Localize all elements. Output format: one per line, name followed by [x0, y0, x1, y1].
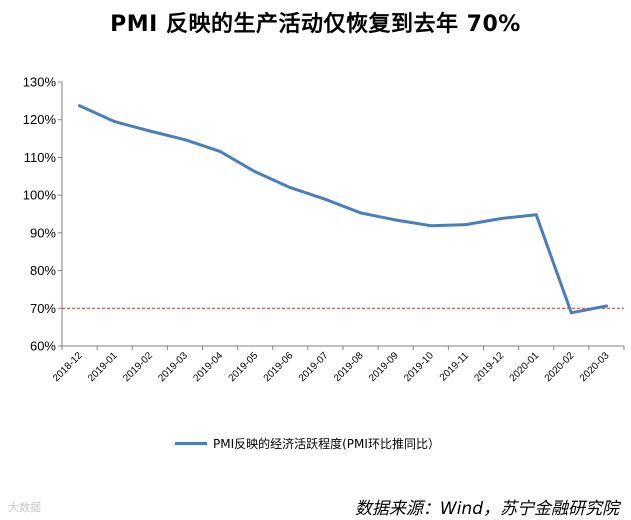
- watermark: 大数据: [8, 499, 41, 515]
- legend-swatch: [175, 442, 207, 445]
- x-tick-label: 2020-02: [543, 350, 577, 384]
- data-point: [254, 170, 257, 173]
- x-tick-label: 2019-10: [402, 350, 436, 384]
- data-point: [464, 223, 467, 226]
- x-tick-label: 2020-03: [578, 350, 612, 384]
- x-tick-label: 2019-08: [332, 350, 366, 384]
- data-point: [78, 104, 81, 107]
- data-point: [113, 120, 116, 123]
- data-point: [359, 211, 362, 214]
- x-tick-label: 2019-12: [472, 350, 506, 384]
- data-point: [219, 150, 222, 153]
- y-tick-label: 90%: [30, 225, 56, 240]
- data-point: [535, 213, 538, 216]
- x-tick-label: 2019-02: [121, 350, 155, 384]
- data-point: [394, 219, 397, 222]
- x-tick-label: 2018-12: [51, 350, 85, 384]
- y-tick-label: 100%: [23, 188, 57, 203]
- source-note: 数据来源：Wind，苏宁金融研究院: [355, 494, 619, 519]
- series-group: [78, 104, 608, 314]
- data-point: [500, 217, 503, 220]
- legend-label: PMI反映的经济活跃程度(PMI环比推同比）: [213, 435, 440, 452]
- data-point: [429, 224, 432, 227]
- data-point: [324, 198, 327, 201]
- data-point: [148, 130, 151, 133]
- y-tick-label: 130%: [23, 75, 57, 90]
- data-point: [605, 305, 608, 308]
- x-tick-label: 2019-05: [227, 350, 261, 384]
- x-tick-label: 2019-01: [86, 350, 120, 384]
- y-tick-label: 110%: [24, 150, 57, 165]
- x-tick-label: 2019-07: [297, 350, 331, 384]
- legend: PMI反映的经济活跃程度(PMI环比推同比）: [175, 435, 440, 451]
- chart-axes: [62, 82, 624, 346]
- y-tick-label: 80%: [30, 263, 56, 278]
- x-tick-label: 2019-04: [191, 350, 225, 384]
- y-tick-label: 60%: [30, 339, 56, 354]
- y-tick-label: 70%: [30, 301, 56, 316]
- x-tick-label: 2019-06: [262, 350, 296, 384]
- x-tick-label: 2019-03: [156, 350, 190, 384]
- x-tick-label: 2020-01: [508, 350, 542, 384]
- x-axis-ticks: 2018-12 2019-01 2019-02 2019-03 2019-04 2019-…: [51, 346, 624, 384]
- series-line: [80, 106, 607, 313]
- y-tick-label: 120%: [23, 112, 57, 127]
- x-tick-label: 2019-09: [367, 350, 401, 384]
- data-point: [183, 138, 186, 141]
- y-axis-ticks: 60% 70% 80% 90% 100% 110% 120% 130%: [23, 75, 62, 354]
- data-point: [289, 186, 292, 189]
- data-point: [570, 311, 573, 314]
- x-tick-label: 2019-11: [438, 350, 472, 384]
